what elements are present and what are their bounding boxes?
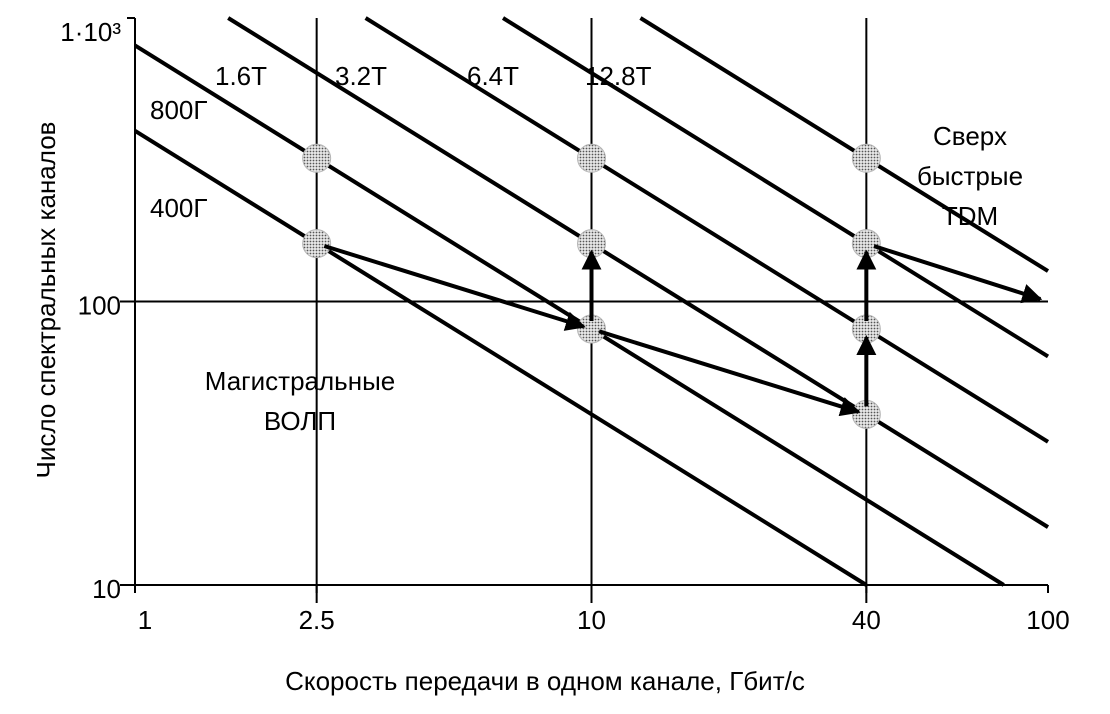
annotation: TDM [942, 201, 998, 231]
capacity-line [639, 16, 1050, 273]
x-tick-label: 1 [138, 605, 152, 635]
series-label: 400Г [150, 193, 207, 223]
x-axis-label: Скорость передачи в одном канале, Гбит/с [285, 666, 805, 696]
y-axis-label: Число спектральных каналов [31, 122, 61, 479]
series-label: 6.4T [467, 61, 519, 91]
series-label: 1.6T [215, 61, 267, 91]
y-tick-label: 100 [78, 290, 121, 320]
capacity-line [364, 16, 1050, 444]
x-tick-label: 100 [1026, 605, 1069, 635]
capacity-line [133, 43, 1005, 587]
arrow [598, 329, 861, 417]
annotation: ВОЛП [264, 406, 336, 436]
x-tick-label: 40 [852, 605, 881, 635]
capacity-line [227, 16, 1050, 529]
arrow [873, 244, 1043, 304]
annotation: Сверх [933, 121, 1007, 151]
series-label: 12.8T [585, 61, 652, 91]
y-tick-label: 1·10³ [60, 17, 121, 47]
annotation: быстрые [917, 161, 1023, 191]
x-tick-label: 2.5 [299, 605, 335, 635]
point [577, 143, 606, 173]
y-tick-label: 10 [92, 574, 121, 604]
series-label: 800Г [150, 95, 207, 125]
arrow [323, 244, 586, 331]
series-label: 3.2T [335, 61, 387, 91]
point [302, 143, 332, 173]
point [302, 229, 332, 259]
capacity-line [501, 16, 1050, 359]
annotation: Магистральные [205, 366, 395, 396]
capacity-line [133, 129, 868, 587]
x-tick-label: 10 [577, 605, 606, 635]
point [851, 143, 881, 173]
